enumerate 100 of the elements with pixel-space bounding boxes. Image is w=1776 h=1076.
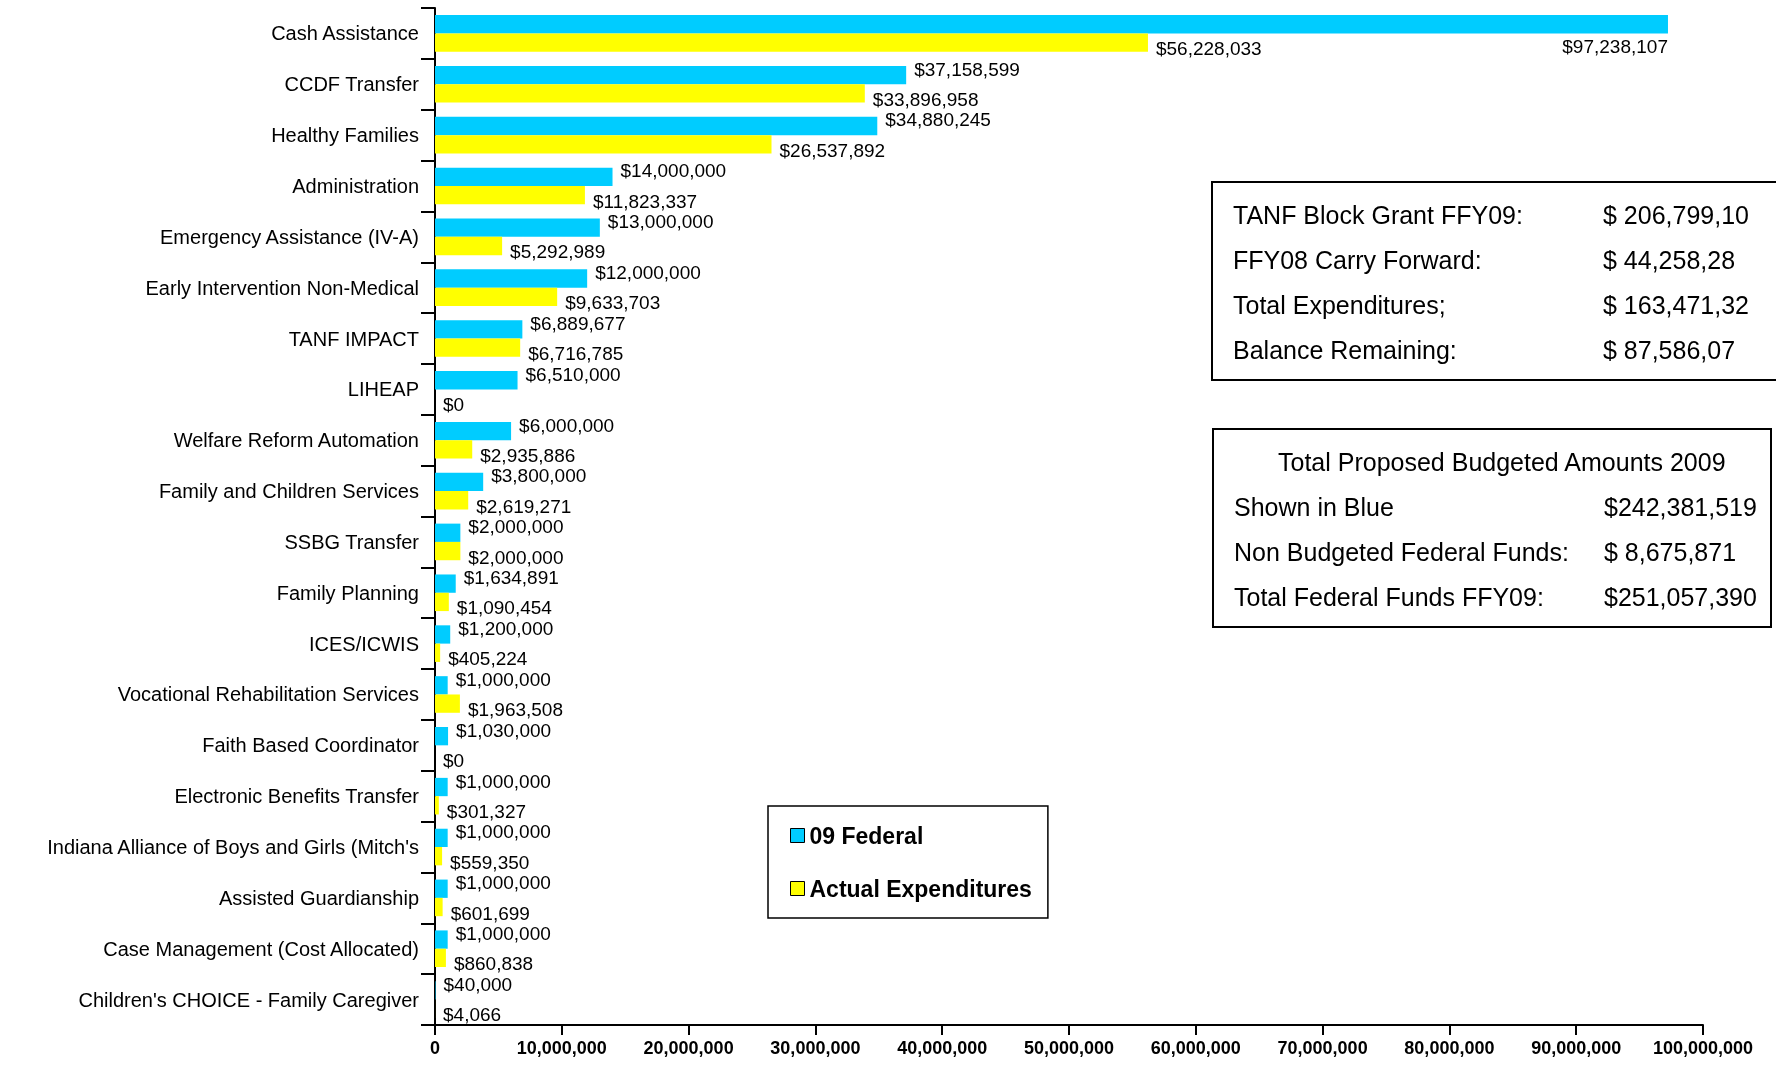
bar xyxy=(435,269,588,288)
data-label: $405,224 xyxy=(448,648,528,670)
data-label: $5,292,989 xyxy=(510,241,606,263)
y-tick-label: Emergency Assistance (IV-A) xyxy=(160,225,419,248)
bar xyxy=(435,643,441,662)
x-tick-label: 80,000,000 xyxy=(1404,1038,1495,1058)
data-label: $559,350 xyxy=(450,851,530,873)
annotation: Balance Remaining: xyxy=(1233,336,1458,365)
data-label: $97,238,107 xyxy=(1562,36,1668,58)
y-tick-label: Early Intervention Non-Medical xyxy=(145,276,419,299)
y-tick-label: SSBG Transfer xyxy=(284,530,420,553)
y-tick-label: Children's CHOICE - Family Caregiver xyxy=(78,988,420,1011)
x-tick-label: 10,000,000 xyxy=(516,1038,607,1058)
bar xyxy=(435,694,460,713)
data-label: $6,000,000 xyxy=(519,414,615,436)
data-label: $13,000,000 xyxy=(607,211,714,233)
x-tick-label: 60,000,000 xyxy=(1150,1038,1241,1058)
bar xyxy=(435,592,449,612)
annotation: Non Budgeted Federal Funds: xyxy=(1234,538,1570,567)
x-tick-label: 30,000,000 xyxy=(770,1038,861,1058)
bar xyxy=(435,185,585,205)
data-label: $26,537,892 xyxy=(779,139,886,161)
data-label: $0 xyxy=(443,749,465,771)
y-tick-label: Indiana Alliance of Boys and Girls (Mitch's xyxy=(47,836,419,859)
bar xyxy=(435,440,473,459)
x-tick-label: 20,000,000 xyxy=(643,1038,734,1058)
annotation: $251,057,390 xyxy=(1604,583,1758,612)
data-label: $1,000,000 xyxy=(455,770,551,792)
annotation: $ 87,586,07 xyxy=(1603,336,1737,365)
data-label: $9,633,703 xyxy=(565,292,661,314)
legend-label: 09 Federal xyxy=(809,822,924,849)
x-tick-label: 90,000,000 xyxy=(1531,1038,1622,1058)
data-label: $301,327 xyxy=(446,800,527,822)
x-tick-label: 0 xyxy=(429,1038,441,1058)
bar xyxy=(435,472,484,492)
data-label: $14,000,000 xyxy=(620,160,727,182)
annotation: $ 44,258,28 xyxy=(1603,246,1737,275)
data-label: $11,823,337 xyxy=(592,190,698,212)
y-tick-label: Administration xyxy=(292,174,419,197)
annotation: TANF Block Grant FFY09: xyxy=(1233,201,1524,230)
annotation: $ 8,675,871 xyxy=(1604,538,1738,567)
annotation: FFY08 Carry Forward: xyxy=(1233,246,1483,275)
data-label: $1,000,000 xyxy=(455,668,551,690)
data-label: $2,000,000 xyxy=(468,516,564,538)
y-tick-label: Vocational Rehabilitation Services xyxy=(117,683,419,706)
y-tick-label: Family and Children Services xyxy=(158,480,419,503)
bar xyxy=(435,574,456,593)
data-label: $2,935,886 xyxy=(480,444,576,466)
data-label: $4,066 xyxy=(443,1004,502,1026)
x-tick-label: 100,000,000 xyxy=(1652,1038,1754,1058)
bar xyxy=(435,828,448,848)
y-tick-label: ICES/ICWIS xyxy=(308,632,419,655)
data-label: $6,889,677 xyxy=(530,312,626,334)
x-tick-label: 40,000,000 xyxy=(897,1038,988,1058)
bar xyxy=(435,491,469,510)
bar xyxy=(435,218,600,237)
annotation: $242,381,519 xyxy=(1604,493,1758,522)
data-label: $1,200,000 xyxy=(458,617,554,639)
y-tick-label: Cash Assistance xyxy=(271,22,419,45)
bar xyxy=(435,287,558,306)
bar xyxy=(435,15,1668,34)
y-tick-label: TANF IMPACT xyxy=(288,327,419,350)
data-label: $56,228,033 xyxy=(1155,38,1262,60)
y-tick-label: LIHEAP xyxy=(347,378,419,401)
bar xyxy=(435,33,1148,52)
bar xyxy=(435,879,448,898)
data-label: $860,838 xyxy=(453,953,534,975)
y-tick-label: Healthy Families xyxy=(271,124,419,147)
y-tick-label: Assisted Guardianship xyxy=(218,886,419,909)
bar xyxy=(435,897,443,917)
bar xyxy=(435,625,451,644)
data-label: $1,000,000 xyxy=(455,821,551,843)
bar xyxy=(435,421,512,441)
annotation: $ 163,471,32 xyxy=(1603,291,1750,320)
y-tick-label: CCDF Transfer xyxy=(284,73,420,96)
bar xyxy=(435,65,907,85)
data-label: $1,963,508 xyxy=(467,699,563,721)
data-label: $6,510,000 xyxy=(525,363,621,385)
x-tick-label: 70,000,000 xyxy=(1277,1038,1368,1058)
bar xyxy=(435,847,443,866)
bar xyxy=(435,523,461,542)
bar xyxy=(435,948,446,968)
data-label: $1,000,000 xyxy=(455,923,551,945)
y-tick-label: Electronic Benefits Transfer xyxy=(174,785,420,808)
bar xyxy=(435,116,878,136)
legend-label: Actual Expenditures xyxy=(809,875,1032,902)
data-label: $3,800,000 xyxy=(491,465,587,487)
data-label: $601,699 xyxy=(450,902,530,924)
data-label: $1,000,000 xyxy=(455,872,551,894)
data-label: $12,000,000 xyxy=(595,262,701,284)
annotation: Shown in Blue xyxy=(1234,493,1395,522)
bar xyxy=(435,167,613,186)
data-label: $33,896,958 xyxy=(872,88,979,110)
y-tick-label: Faith Based Coordinator xyxy=(202,734,420,757)
annotation: Total Proposed Budgeted Amounts 2009 xyxy=(1277,448,1726,477)
data-label: $34,880,245 xyxy=(885,109,991,131)
data-label: $40,000 xyxy=(443,973,513,995)
annotation: Total Federal Funds FFY09: xyxy=(1234,583,1545,612)
y-tick-label: Welfare Reform Automation xyxy=(173,429,419,452)
bar xyxy=(435,236,503,256)
